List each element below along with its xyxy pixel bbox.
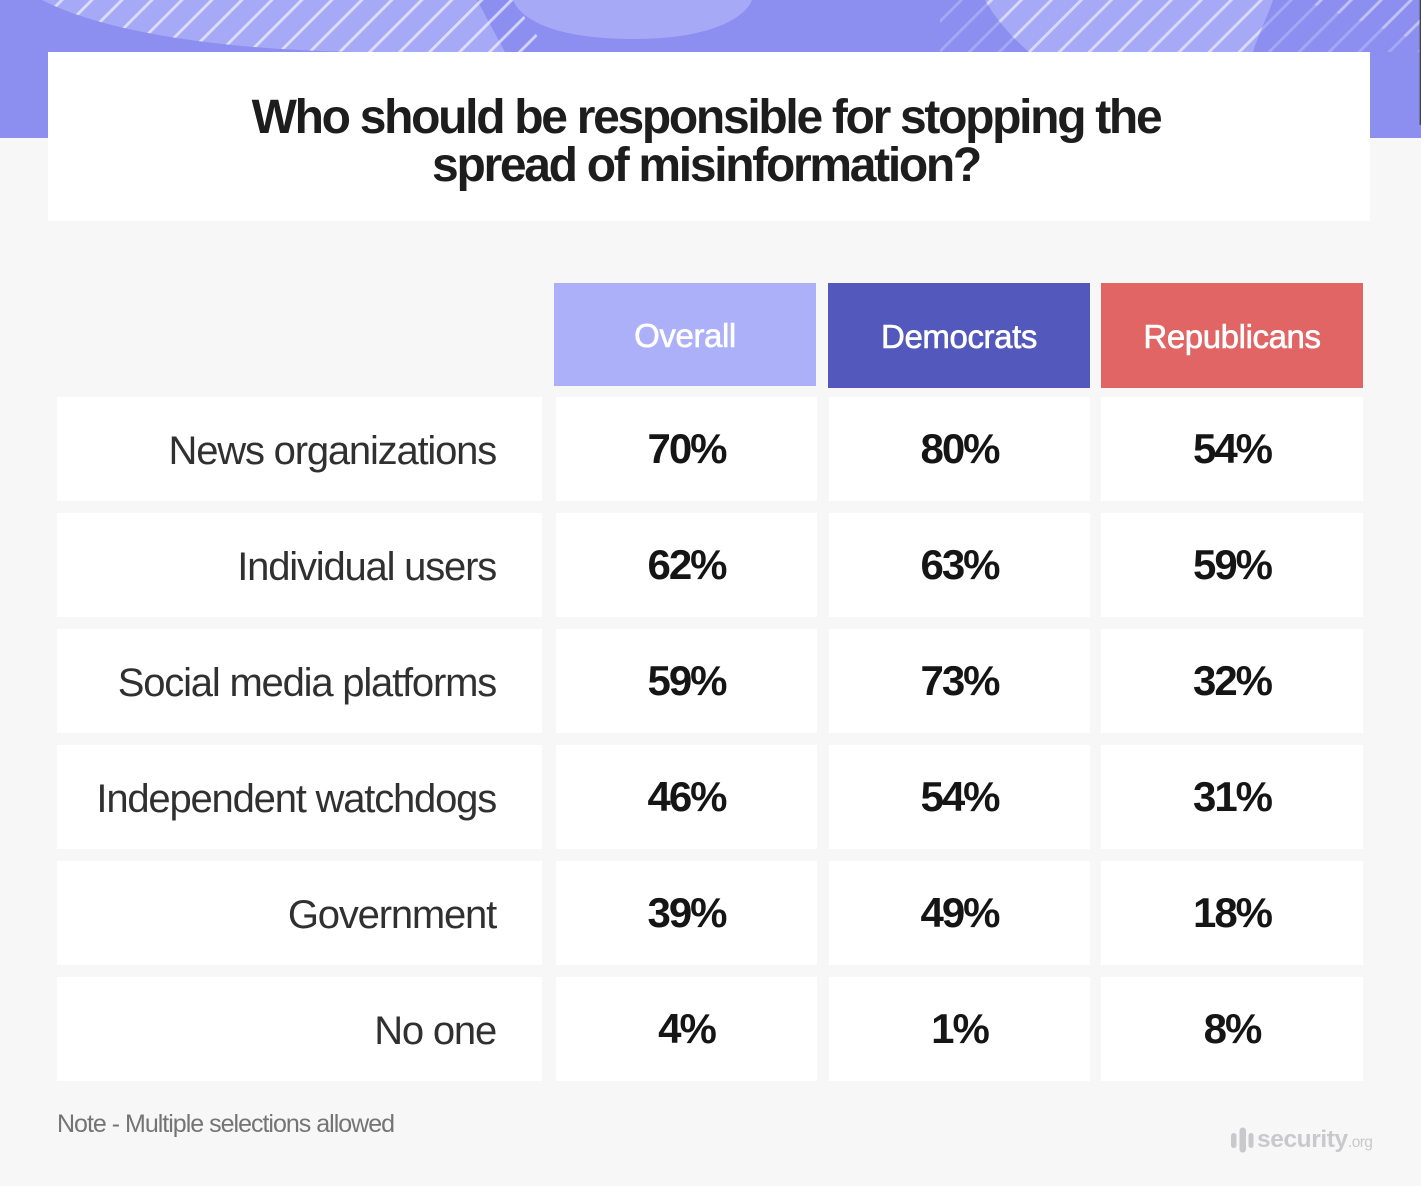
svg-text:security: security	[1257, 1126, 1349, 1153]
svg-text:.org: .org	[1348, 1134, 1372, 1151]
